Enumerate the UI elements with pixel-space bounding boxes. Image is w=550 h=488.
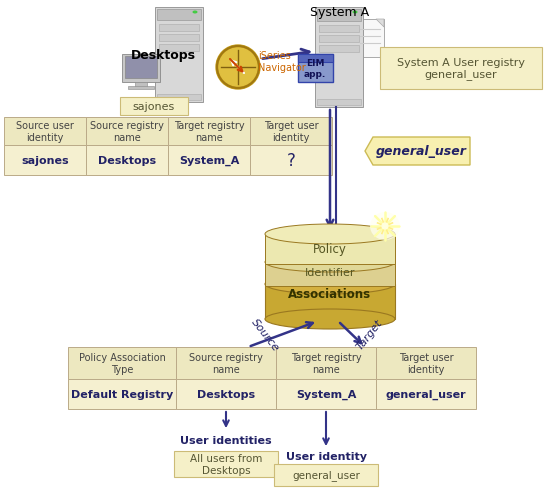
Bar <box>265 263 395 286</box>
Bar <box>317 10 361 22</box>
Bar <box>157 10 201 21</box>
Bar <box>176 379 276 409</box>
Text: Target: Target <box>355 317 384 351</box>
Ellipse shape <box>265 274 395 294</box>
Text: Desktops: Desktops <box>197 389 255 399</box>
Bar <box>155 8 203 103</box>
Bar <box>319 46 359 53</box>
Text: Target registry
name: Target registry name <box>174 121 244 142</box>
Text: System_A: System_A <box>296 389 356 399</box>
Text: Target user
identity: Target user identity <box>263 121 318 142</box>
Ellipse shape <box>265 309 395 329</box>
Text: Target user
identity: Target user identity <box>399 352 453 374</box>
Bar <box>250 118 332 146</box>
Bar <box>159 35 199 42</box>
Bar <box>168 118 250 146</box>
Text: Policy: Policy <box>313 242 347 255</box>
Bar <box>265 235 395 264</box>
Text: Target registry
name: Target registry name <box>291 352 361 374</box>
Text: general_user: general_user <box>376 145 467 158</box>
Bar <box>174 451 278 477</box>
Bar <box>159 25 199 32</box>
Ellipse shape <box>265 224 395 244</box>
Bar <box>319 26 359 33</box>
Text: Desktops: Desktops <box>130 49 195 62</box>
Text: System_A: System_A <box>179 156 239 166</box>
Bar <box>376 347 476 379</box>
Text: general_user: general_user <box>386 389 466 399</box>
Bar <box>274 464 378 486</box>
Bar <box>125 57 157 79</box>
Text: User identities: User identities <box>180 435 272 445</box>
Text: iSeries
Navigator: iSeries Navigator <box>258 51 306 73</box>
Text: User identity: User identity <box>285 451 366 461</box>
Bar <box>159 45 199 52</box>
Bar <box>68 379 176 409</box>
Bar <box>120 98 188 116</box>
Text: general_user: general_user <box>292 469 360 481</box>
Bar <box>380 48 542 90</box>
Bar <box>356 20 384 58</box>
Bar <box>250 146 332 176</box>
Bar <box>276 347 376 379</box>
Text: Policy Association
Type: Policy Association Type <box>79 352 166 374</box>
Bar <box>122 55 160 83</box>
Bar <box>135 83 147 88</box>
Bar <box>276 379 376 409</box>
Bar <box>168 146 250 176</box>
Bar <box>128 87 154 90</box>
Text: Identifier: Identifier <box>305 267 355 278</box>
Ellipse shape <box>370 213 400 241</box>
Circle shape <box>219 49 257 87</box>
Bar <box>376 379 476 409</box>
Polygon shape <box>376 20 384 28</box>
Text: Default Registry: Default Registry <box>71 389 173 399</box>
Bar <box>265 285 395 319</box>
Text: Source user
identity: Source user identity <box>16 121 74 142</box>
Text: Source registry
name: Source registry name <box>189 352 263 374</box>
Text: System A User registry
general_user: System A User registry general_user <box>397 58 525 80</box>
Bar <box>317 100 361 106</box>
Text: EIM
app.: EIM app. <box>304 59 326 79</box>
Bar <box>4 118 86 146</box>
Text: All users from
Desktops: All users from Desktops <box>190 453 262 475</box>
Circle shape <box>382 224 388 229</box>
Polygon shape <box>365 138 470 165</box>
Bar <box>157 95 201 101</box>
Bar <box>4 146 86 176</box>
Text: Source registry
name: Source registry name <box>90 121 164 142</box>
Text: ?: ? <box>287 152 295 170</box>
Text: Desktops: Desktops <box>98 156 156 165</box>
Text: sajones: sajones <box>133 102 175 112</box>
Bar <box>86 118 168 146</box>
Text: System A: System A <box>310 6 370 19</box>
Text: sajones: sajones <box>21 156 69 165</box>
Text: Source: Source <box>249 316 281 352</box>
Bar <box>315 8 363 108</box>
Bar <box>86 146 168 176</box>
Ellipse shape <box>265 252 395 272</box>
Ellipse shape <box>192 12 197 15</box>
Bar <box>298 55 333 63</box>
Ellipse shape <box>353 12 358 15</box>
Circle shape <box>216 46 260 90</box>
Bar <box>68 347 176 379</box>
Text: Associations: Associations <box>288 288 372 301</box>
Bar <box>319 36 359 43</box>
Bar <box>298 55 333 83</box>
Bar <box>176 347 276 379</box>
